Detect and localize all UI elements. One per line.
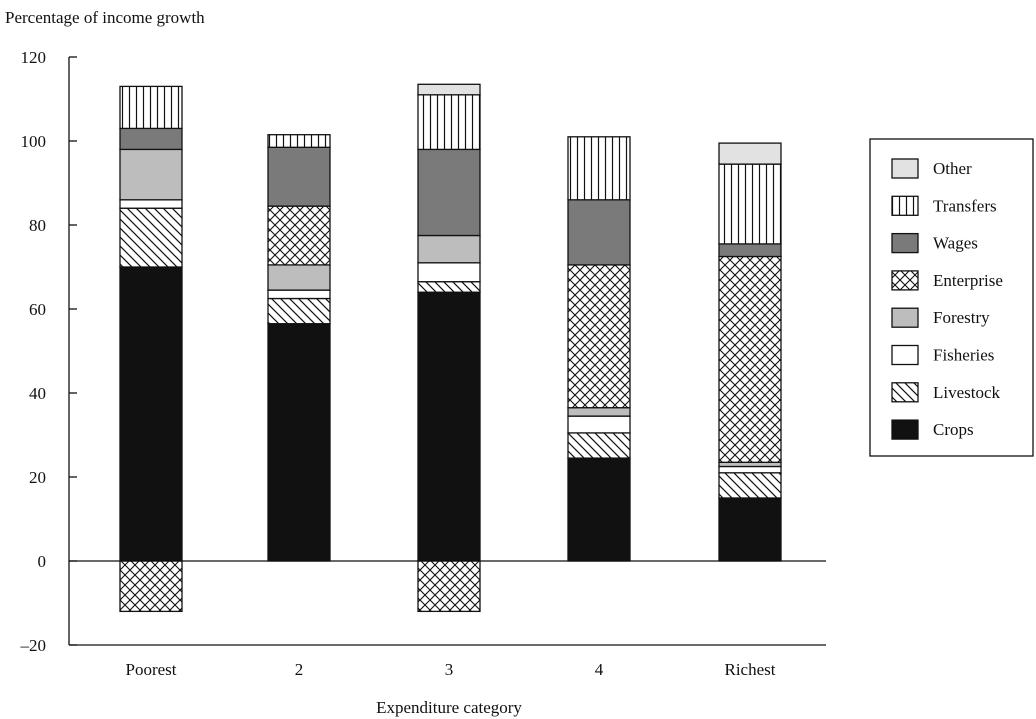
bar-segment-forestry-poorest bbox=[119, 148, 183, 201]
legend-label-livestock: Livestock bbox=[933, 383, 1001, 402]
bar-segment-enterprise-3 bbox=[417, 560, 481, 613]
legend-swatch-livestock bbox=[891, 382, 919, 403]
y-tick-label: 40 bbox=[29, 384, 46, 403]
bar-segment-livestock-2 bbox=[267, 297, 331, 325]
legend-label-transfers: Transfers bbox=[933, 196, 997, 215]
bar-segment-transfers-poorest bbox=[119, 85, 183, 130]
bar-segment-fisheries-4 bbox=[567, 415, 631, 434]
bar-segment-livestock-poorest bbox=[119, 207, 183, 268]
y-tick-label: 60 bbox=[29, 300, 46, 319]
bar-segment-fisheries-2 bbox=[267, 289, 331, 300]
legend-swatch-fisheries bbox=[891, 344, 919, 366]
x-tick-label: Richest bbox=[725, 660, 776, 679]
bar-segment-wages-richest bbox=[718, 243, 782, 258]
x-axis-ticks: Poorest 2 3 4 Richest bbox=[126, 660, 776, 679]
legend-label-forestry: Forestry bbox=[933, 308, 990, 327]
y-tick-label: 20 bbox=[29, 468, 46, 487]
bar-segment-crops-poorest bbox=[119, 266, 183, 562]
bars-group bbox=[119, 83, 782, 613]
y-tick-label: 80 bbox=[29, 216, 46, 235]
bar-segment-forestry-4 bbox=[567, 407, 631, 417]
bar-segment-transfers-richest bbox=[718, 163, 782, 245]
bar-segment-wages-poorest bbox=[119, 127, 183, 151]
bar-segment-transfers-3 bbox=[417, 94, 481, 151]
bar-segment-enterprise-poorest bbox=[119, 560, 183, 613]
bar-segment-enterprise-2 bbox=[267, 205, 331, 266]
x-tick-label: Poorest bbox=[126, 660, 177, 679]
legend: Other Transfers Wages Enterprise Forestry Fis… bbox=[869, 138, 1034, 457]
y-tick-label: 0 bbox=[38, 552, 47, 571]
x-tick-label: 2 bbox=[295, 660, 304, 679]
y-tick-label: 100 bbox=[21, 132, 47, 151]
legend-swatch-enterprise bbox=[891, 270, 919, 291]
bar-segment-livestock-3 bbox=[417, 281, 481, 293]
legend-label-wages: Wages bbox=[933, 234, 978, 253]
bar-segment-other-richest bbox=[718, 142, 782, 165]
bar-segment-livestock-4 bbox=[567, 432, 631, 459]
bar-segment-fisheries-3 bbox=[417, 262, 481, 283]
legend-swatch-crops bbox=[891, 419, 919, 440]
legend-swatch-other bbox=[891, 158, 919, 179]
bar-segment-transfers-2 bbox=[267, 134, 331, 148]
bar-segment-fisheries-poorest bbox=[119, 199, 183, 209]
bar-segment-livestock-richest bbox=[718, 472, 782, 499]
legend-swatch-transfers bbox=[891, 195, 919, 216]
bar-segment-forestry-2 bbox=[267, 264, 331, 291]
bar-segment-crops-2 bbox=[267, 323, 331, 562]
bar-segment-fisheries-richest bbox=[718, 465, 782, 474]
bar-segment-forestry-3 bbox=[417, 234, 481, 264]
bar-segment-crops-richest bbox=[718, 497, 782, 562]
bar-segment-crops-4 bbox=[567, 457, 631, 562]
y-tick-label: 120 bbox=[21, 48, 47, 67]
legend-label-fisheries: Fisheries bbox=[933, 346, 994, 365]
bar-segment-other-3 bbox=[417, 83, 481, 96]
y-tick-label: –20 bbox=[20, 636, 47, 655]
y-axis-ticks: 120 100 80 60 40 20 0 –20 bbox=[20, 48, 77, 655]
bar-segment-wages-2 bbox=[267, 146, 331, 207]
bar-segment-crops-3 bbox=[417, 291, 481, 562]
bar-segment-enterprise-4 bbox=[567, 264, 631, 409]
legend-label-crops: Crops bbox=[933, 420, 974, 439]
legend-box bbox=[869, 138, 1034, 457]
legend-label-other: Other bbox=[933, 159, 972, 178]
legend-swatch-forestry bbox=[891, 307, 919, 328]
bar-segment-transfers-4 bbox=[567, 136, 631, 201]
x-tick-label: 4 bbox=[595, 660, 604, 679]
legend-swatch-wages bbox=[891, 232, 919, 254]
y-axis-title: Percentage of income growth bbox=[5, 8, 205, 27]
bar-segment-enterprise-richest bbox=[718, 255, 782, 463]
bar-segment-wages-4 bbox=[567, 199, 631, 266]
x-tick-label: 3 bbox=[445, 660, 454, 679]
bar-segment-wages-3 bbox=[417, 148, 481, 237]
x-axis-title: Expenditure category bbox=[376, 698, 522, 717]
legend-label-enterprise: Enterprise bbox=[933, 271, 1003, 290]
